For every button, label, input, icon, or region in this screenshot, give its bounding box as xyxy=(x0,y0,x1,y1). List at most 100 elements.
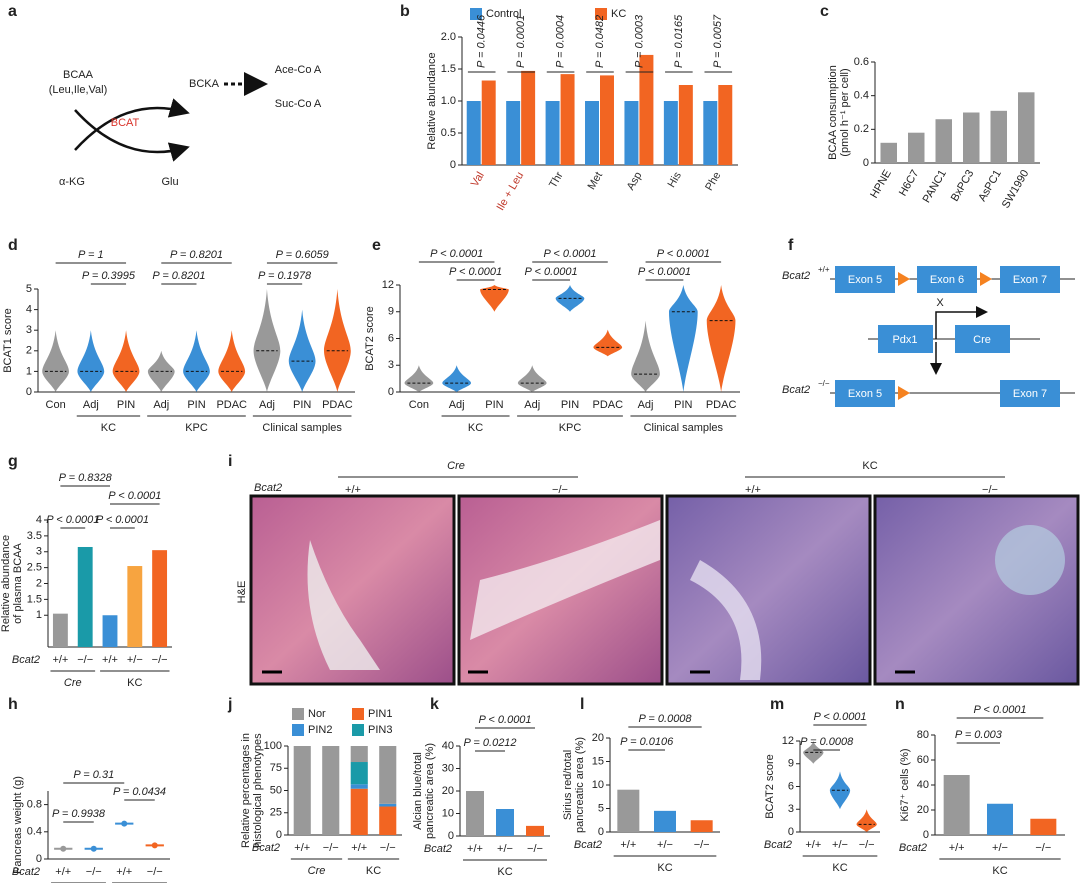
bar xyxy=(496,809,514,836)
bar-segment xyxy=(350,746,368,763)
y-tick-label: 25 xyxy=(270,807,282,819)
y-tick-label: 0 xyxy=(598,826,604,838)
x-tick-label: Adj xyxy=(449,399,465,411)
y-tick-label: 0.4 xyxy=(27,826,42,838)
bar xyxy=(506,101,521,165)
y-axis-label: Ki67⁺ cells (%) xyxy=(899,748,911,821)
bar xyxy=(943,775,970,835)
node: α-KG xyxy=(59,176,85,188)
group-label: KC xyxy=(497,866,512,878)
p-value: P < 0.0001 xyxy=(108,490,161,502)
allele-sup: +/+ xyxy=(818,265,830,274)
p-value: P < 0.0001 xyxy=(430,248,483,260)
bar xyxy=(690,820,713,832)
y-axis-label: Pancreas weight (g) xyxy=(12,776,24,874)
y-tick-label: 20 xyxy=(917,804,929,816)
allele: Bcat2 xyxy=(782,384,810,396)
y-tick-label: 100 xyxy=(264,740,282,752)
genotype: +/+ xyxy=(345,484,361,496)
x-tick-label: Phe xyxy=(703,170,723,193)
y-tick-label: 6 xyxy=(388,332,394,344)
y-axis-label: BCAT1 score xyxy=(2,308,14,373)
p-value: P = 0.1978 xyxy=(258,270,312,282)
y-tick-label: 2 xyxy=(26,345,32,357)
y-tick-label: 20 xyxy=(592,732,604,744)
group-label: KC xyxy=(468,422,483,434)
y-tick-label: 3 xyxy=(388,359,394,371)
bar xyxy=(987,803,1013,835)
y-tick-label: 15 xyxy=(592,755,604,767)
bar xyxy=(585,101,599,165)
exon xyxy=(1000,266,1060,293)
x-tick-label: PDAC xyxy=(216,399,247,411)
y-axis-label: histological phenotypes xyxy=(252,733,264,848)
y-axis-label: Relative abundance xyxy=(426,52,438,149)
x-tick-label: +/+ xyxy=(52,654,68,666)
panel-label: g xyxy=(8,453,18,470)
group-label: KC xyxy=(657,862,672,874)
panel-label: d xyxy=(8,237,18,254)
row-label: Bcat2 xyxy=(12,866,40,878)
bar-segment xyxy=(293,746,311,835)
violin xyxy=(517,365,547,392)
y-axis-label: pancreatic area (%) xyxy=(424,743,436,839)
group-label: KC xyxy=(366,865,381,877)
y-tick-label: 80 xyxy=(917,729,929,741)
x-tick-label: PDAC xyxy=(592,399,623,411)
group-label: KPC xyxy=(185,422,208,434)
y-tick-label: 3 xyxy=(788,803,794,815)
panel-label: a xyxy=(8,3,17,20)
panel-label: n xyxy=(895,696,905,713)
row-label: Bcat2 xyxy=(12,654,40,666)
p-value: P = 1 xyxy=(78,249,104,261)
y-axis-label: pancreatic area (%) xyxy=(574,737,586,833)
row-label: Bcat2 xyxy=(254,482,282,494)
cyst xyxy=(995,525,1065,595)
exon xyxy=(1000,380,1060,407)
violin xyxy=(404,365,434,392)
y-tick-label: 20 xyxy=(442,785,454,797)
y-tick-label: 40 xyxy=(917,779,929,791)
loxp xyxy=(898,272,910,286)
stain-label: H&E xyxy=(236,581,248,604)
panel-label: h xyxy=(8,696,18,713)
y-tick-label: 3 xyxy=(26,324,32,336)
panel-label: b xyxy=(400,3,410,20)
bar-segment xyxy=(350,788,368,835)
group-label: KC xyxy=(101,422,116,434)
y-tick-label: 30 xyxy=(442,762,454,774)
bar xyxy=(466,791,484,836)
p-value: P = 0.0003 xyxy=(633,14,645,68)
node: (Leu,Ile,Val) xyxy=(49,84,108,96)
exon xyxy=(917,266,977,293)
p-value: P < 0.0001 xyxy=(525,266,578,278)
x-tick-label: PIN xyxy=(561,399,579,411)
bar xyxy=(102,615,118,647)
x-tick-label: +/+ xyxy=(351,842,367,854)
y-axis-label: Relative abundance xyxy=(0,535,12,632)
legend-swatch xyxy=(470,8,482,20)
genotype: −/− xyxy=(552,484,568,496)
y-tick-label: 0 xyxy=(450,159,456,171)
y-tick-label: 1 xyxy=(26,365,32,377)
legend-swatch xyxy=(595,8,607,20)
panel-label: k xyxy=(430,696,439,713)
p-value: P = 0.0004 xyxy=(554,15,566,68)
bar xyxy=(617,789,640,832)
y-tick-label: 0 xyxy=(863,157,869,169)
bar-segment xyxy=(350,784,368,789)
x-tick-label: PIN xyxy=(293,399,311,411)
x-tick-label: H6C7 xyxy=(897,168,921,198)
group-label: KC xyxy=(832,862,847,874)
group-label: Clinical samples xyxy=(644,422,724,434)
exon xyxy=(835,266,895,293)
x-tick-label: +/− xyxy=(127,654,143,666)
y-tick-label: 10 xyxy=(592,779,604,791)
panel-i: i Cre KC Bcat2 +/+ −/− +/+ −/− H&E xyxy=(228,453,1080,686)
y-tick-label: 0.5 xyxy=(441,127,456,139)
group-label: Cre xyxy=(64,677,82,689)
bar-segment xyxy=(322,746,340,835)
duct xyxy=(690,560,762,680)
violin xyxy=(288,309,316,392)
x-tick-label: PIN xyxy=(485,399,503,411)
